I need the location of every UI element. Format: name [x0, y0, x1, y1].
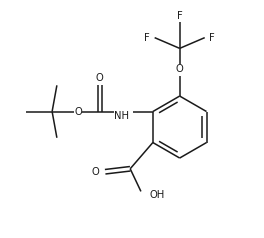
Text: O: O	[91, 167, 99, 177]
Text: F: F	[177, 11, 182, 21]
Text: O: O	[96, 73, 104, 83]
Text: F: F	[209, 33, 215, 43]
Text: O: O	[176, 64, 183, 74]
Text: F: F	[144, 33, 150, 43]
Text: OH: OH	[149, 190, 164, 200]
Text: NH: NH	[114, 111, 129, 121]
Text: O: O	[74, 107, 82, 117]
